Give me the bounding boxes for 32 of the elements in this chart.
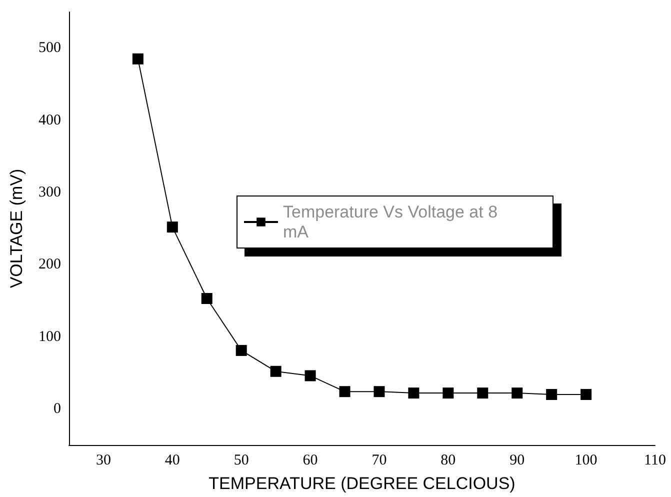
point: [408, 388, 420, 399]
point: [546, 388, 558, 400]
y-tick-label: 400: [38, 112, 61, 128]
point: [580, 388, 592, 400]
x-tick-label: 80: [440, 452, 456, 468]
point: [201, 293, 212, 304]
y-tick-label: 0: [54, 400, 61, 417]
x-tick-label: 70: [372, 452, 387, 468]
point: [374, 386, 385, 398]
point: [442, 388, 454, 399]
x-tick-label: 40: [164, 452, 180, 468]
point: [270, 366, 282, 377]
y-tick-label: 500: [38, 40, 61, 56]
x-tick-label: 90: [510, 452, 525, 468]
x-tick-label: 30: [96, 452, 111, 468]
legend-label: Temperature Vs Voltage at 8 mA: [283, 202, 502, 242]
point: [512, 388, 523, 399]
x-tick-label: 110: [644, 452, 666, 468]
point: [477, 388, 488, 399]
point: [339, 386, 350, 398]
x-tick-label: 60: [302, 452, 318, 468]
x-axis-title: TEMPERATURE (DEGREE CELCIOUS): [208, 474, 516, 493]
x-tick-label: 100: [574, 452, 598, 468]
y-tick-label: 200: [38, 256, 61, 273]
point: [132, 53, 144, 64]
y-tick-label: 100: [38, 328, 61, 345]
point: [304, 370, 316, 382]
point: [166, 222, 178, 233]
x-tick-label: 50: [234, 452, 249, 468]
y-axis-title: VOLTAGE (mV): [7, 168, 26, 288]
point: [236, 344, 247, 356]
y-tick-label: 300: [38, 184, 61, 200]
